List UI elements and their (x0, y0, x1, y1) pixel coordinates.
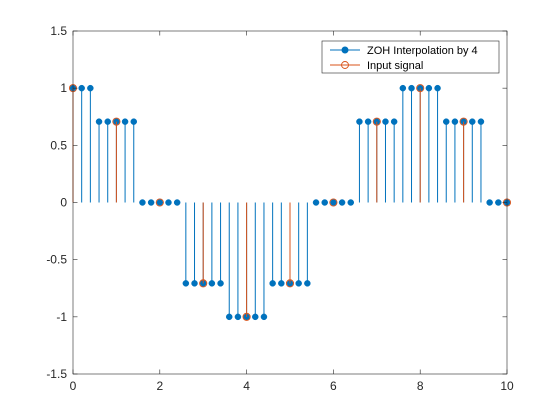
stem-marker-point (451, 118, 459, 125)
stem-marker-point (295, 280, 302, 287)
x-tick-label: 6 (330, 379, 337, 393)
stem-marker-point (217, 280, 224, 287)
stem-marker-point (242, 312, 251, 321)
stem-marker-point (182, 280, 190, 287)
stem-marker-point (269, 280, 276, 287)
stem-marker-point (208, 280, 216, 287)
stem-marker-point (155, 198, 164, 207)
stem-marker-point (165, 199, 172, 206)
legend-label-zoh: ZOH Interpolation by 4 (367, 45, 478, 57)
legend-box (321, 40, 500, 74)
stem-marker-point (321, 199, 328, 206)
x-tick-label: 0 (70, 379, 77, 393)
stem-marker-point (442, 118, 450, 125)
legend: ZOH Interpolation by 4 Input signal (321, 40, 500, 74)
y-tick-label: 0 (60, 196, 67, 210)
stem-marker-point (252, 313, 259, 321)
stem-marker-point (382, 118, 389, 125)
stem-marker-point (78, 84, 85, 92)
stem-marker-point (425, 84, 433, 92)
legend-marker-input (341, 61, 349, 69)
stem-marker-point (260, 313, 268, 321)
stem-marker-point (304, 280, 311, 287)
stem-marker-point (408, 84, 415, 92)
stem-marker-point (399, 84, 407, 92)
x-tick-label: 4 (243, 379, 250, 393)
x-tick-label: 8 (417, 379, 424, 393)
stem-marker-point (390, 118, 398, 125)
stem-marker-point (434, 84, 441, 92)
stem-marker-point (347, 199, 355, 206)
stem-marker-point (173, 199, 181, 206)
series-zoh-interpolation (69, 84, 511, 321)
x-tick-label: 10 (500, 379, 514, 393)
stem-marker-point (225, 313, 233, 321)
stem-marker-point (285, 279, 295, 288)
stem-marker-point (278, 280, 285, 287)
y-tick-label: 1 (60, 81, 67, 95)
stem-marker-point (356, 118, 363, 125)
legend-marker-zoh (341, 46, 349, 54)
y-tick-label: 1.5 (50, 24, 67, 38)
stem-marker-point (364, 118, 372, 125)
y-tick-label: -0.5 (46, 253, 67, 267)
stem-marker-point (486, 199, 493, 206)
stem-marker-point (104, 118, 111, 125)
stem-marker-point (477, 118, 485, 125)
y-tick-label: -1.5 (46, 367, 67, 381)
stem-marker-point (469, 118, 476, 125)
stem-marker-point (121, 118, 129, 125)
stem-marker-point (338, 199, 346, 206)
stem-marker-point (139, 199, 146, 206)
tick-layer: 0 2 4 6 8 10 1.5 1 0.5 0 -0.5 -1 -1.5 (46, 24, 514, 393)
stem-marker-point (495, 199, 502, 206)
stem-marker-point (199, 279, 208, 288)
stem-marker-point (95, 118, 103, 125)
x-tick-label: 2 (156, 379, 163, 393)
stem-marker-point (156, 199, 164, 206)
stem-marker-point (459, 117, 468, 126)
y-tick-label: 0.5 (50, 138, 67, 152)
y-tick-label: -1 (56, 310, 67, 324)
stem-marker-point (87, 84, 94, 92)
stem-marker-point (372, 117, 381, 126)
stem-marker-point (130, 118, 138, 125)
stem-marker-point (416, 84, 425, 93)
legend-label-input: Input signal (367, 60, 423, 72)
stem-marker-point (312, 199, 320, 206)
stem-marker-point (330, 199, 337, 206)
stem-marker-point (147, 199, 155, 206)
stem-marker-point (329, 198, 338, 207)
stem-marker-point (112, 117, 121, 126)
stem-marker-point (191, 280, 198, 287)
stem-marker-point (234, 313, 242, 321)
